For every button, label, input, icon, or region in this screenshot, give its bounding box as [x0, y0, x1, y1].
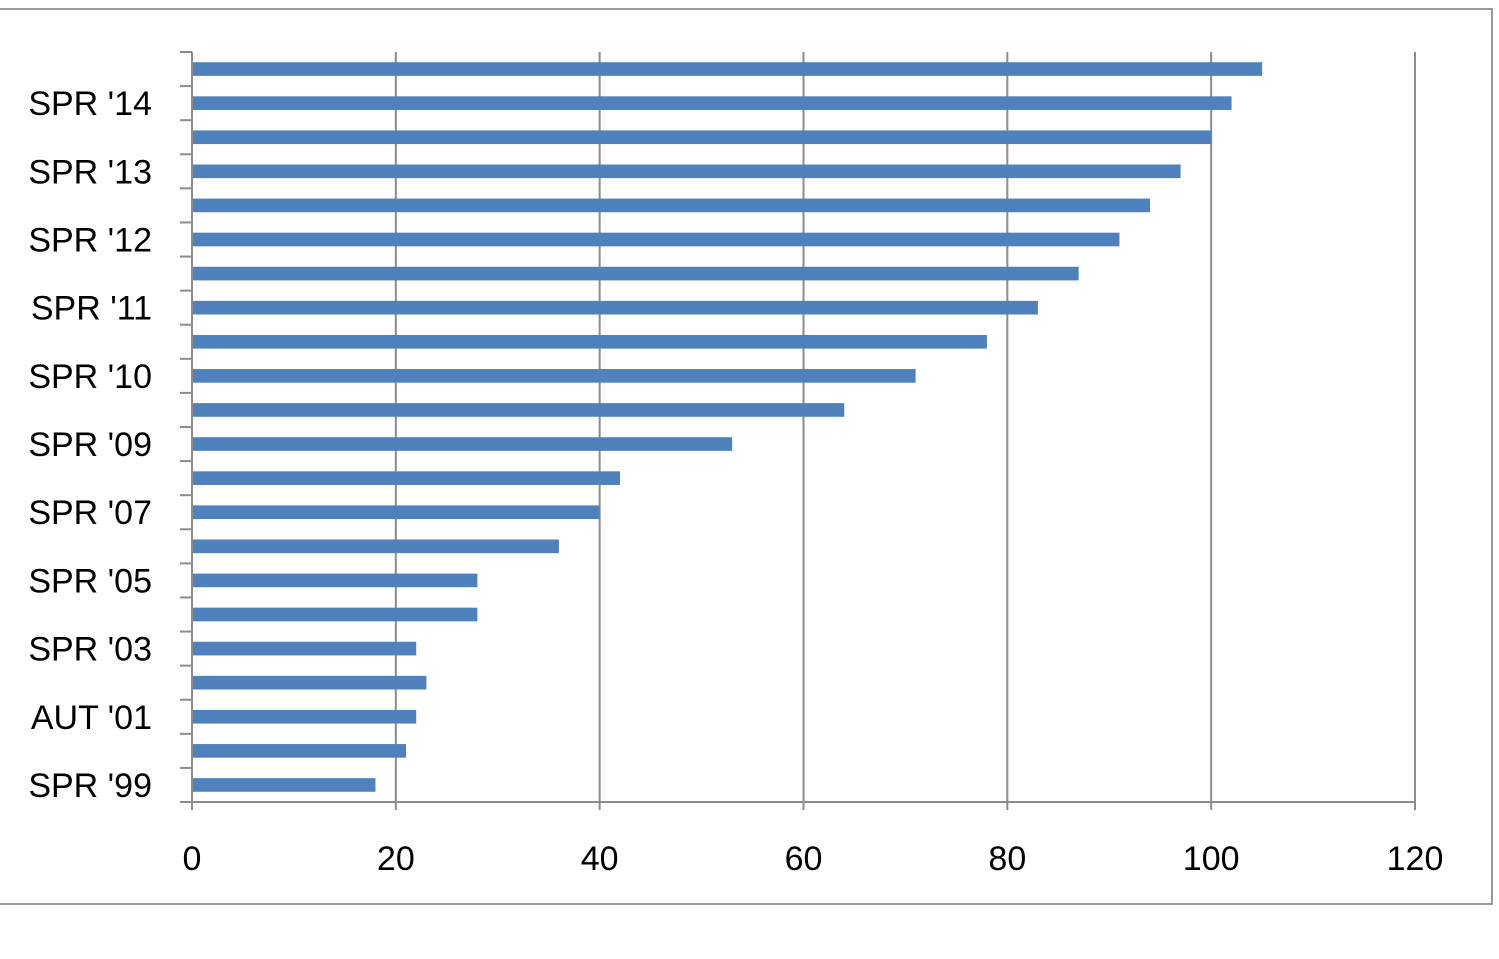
bar	[192, 778, 376, 792]
bar	[192, 334, 987, 349]
bar	[192, 573, 478, 588]
bar	[192, 96, 1232, 110]
bar	[192, 607, 478, 622]
bar	[192, 198, 1151, 213]
bar	[192, 369, 916, 383]
y-tick-label: SPR '10	[28, 358, 152, 396]
x-tick-label: 20	[377, 840, 415, 878]
bar	[192, 505, 600, 520]
bar	[192, 539, 559, 554]
bar	[192, 164, 1181, 179]
tick-labels: 0 20 40 60 80 100 120 SPR '99 AUT '01 SPR '03 SPR …	[28, 85, 1443, 878]
y-tick-label: SPR '11	[31, 290, 152, 328]
axes	[180, 51, 1416, 810]
bar	[192, 62, 1263, 76]
bar	[192, 471, 621, 485]
y-tick-label: SPR '99	[28, 767, 152, 805]
x-tick-label: 60	[785, 840, 823, 878]
y-tick-label: SPR '07	[28, 494, 152, 532]
y-tick-label: SPR '03	[28, 631, 152, 669]
y-tick-label: AUT '01	[31, 699, 152, 737]
bar	[192, 266, 1079, 281]
bar	[192, 744, 407, 758]
bar	[192, 437, 733, 451]
bar	[192, 130, 1212, 145]
chart-frame	[0, 8, 1493, 905]
bar	[192, 709, 417, 724]
bar	[192, 675, 427, 690]
bar	[192, 300, 1038, 315]
x-tick-label: 120	[1387, 840, 1444, 878]
x-tick-label: 80	[988, 840, 1026, 878]
y-tick-label: SPR '09	[28, 426, 152, 464]
bars	[192, 62, 1263, 792]
bar	[192, 232, 1120, 247]
x-tick-label: 100	[1183, 840, 1240, 878]
y-tick-label: SPR '12	[28, 222, 152, 260]
y-tick-label: SPR '14	[28, 85, 152, 123]
x-tick-label: 40	[581, 840, 619, 878]
bar	[192, 641, 417, 656]
y-tick-label: SPR '13	[28, 153, 152, 191]
y-tick-label: SPR '05	[28, 562, 152, 600]
bar	[192, 403, 845, 417]
x-tick-label: 0	[183, 840, 202, 878]
